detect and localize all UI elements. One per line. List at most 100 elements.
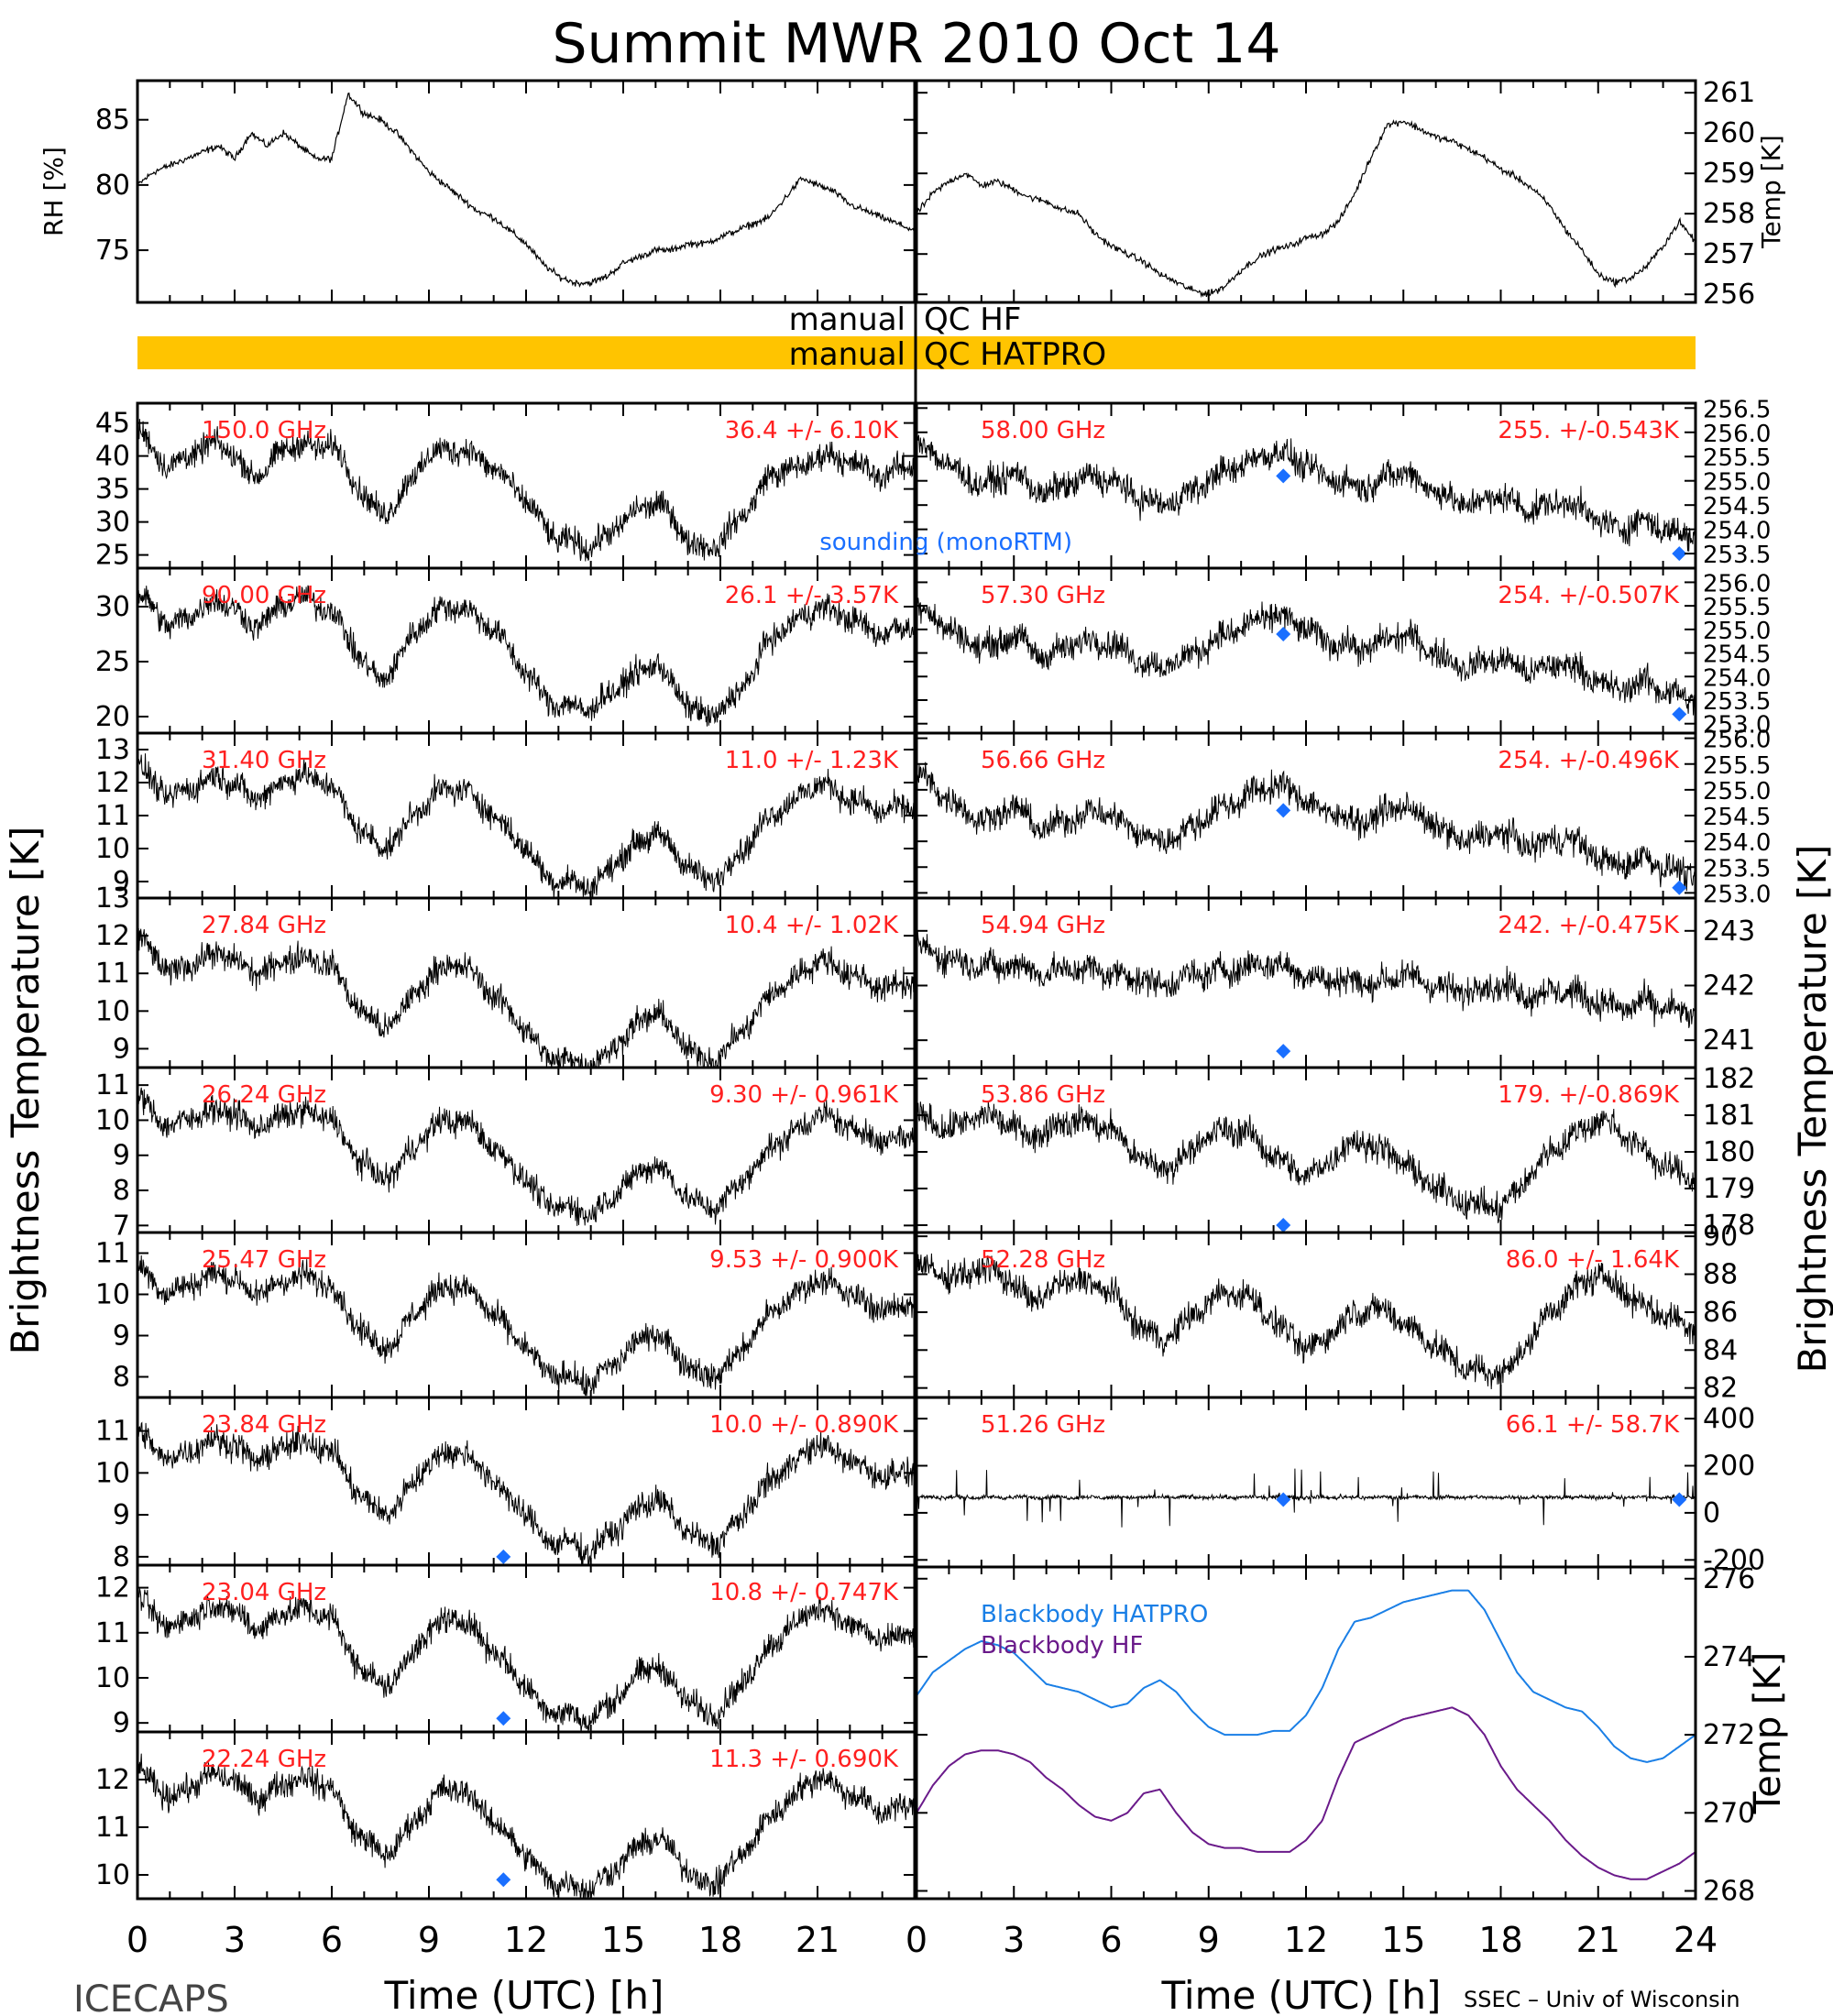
channel-stats-ch-54-94: 242. +/-0.475K: [1498, 912, 1680, 939]
ytick-ch-26: 7: [113, 1210, 130, 1242]
frame-temp: [915, 79, 1697, 304]
ytick-ch-90: 25: [95, 646, 130, 678]
channel-stats-ch-150: 36.4 +/- 6.10K: [725, 417, 899, 444]
series-ch-58-hatpro: [916, 433, 1696, 552]
ytick-ch-27: 9: [113, 1033, 130, 1065]
right-xtick: 9: [1198, 1920, 1220, 1960]
sounding-legend: sounding (monoRTM): [819, 529, 1072, 556]
channel-label-ch-52: 52.28 GHz: [981, 1246, 1105, 1274]
channel-stats-ch-23-04: 10.8 +/- 0.747K: [709, 1579, 899, 1606]
panel-ch-27: 9 10 11 12 13 27.84 GHz 10.4 +/- 1.02K: [95, 882, 916, 1069]
ytick-ch-54-94: 243: [1703, 915, 1755, 948]
sounding-point-ch-56-1: [1672, 880, 1687, 895]
series-ch-25-hf: [137, 1255, 915, 1397]
ytick-ch-51: 200: [1703, 1451, 1755, 1483]
ytick-ch-58: 254.5: [1703, 493, 1771, 520]
legend-blackbody-hf: Blackbody HF: [981, 1632, 1143, 1660]
ytick-ch-53: 178: [1703, 1210, 1755, 1242]
ytick-ch-52: 82: [1703, 1373, 1738, 1405]
series-ch-150-hf: [137, 419, 915, 562]
ytick-rh: 80: [95, 170, 130, 202]
ytick-ch-58: 253.5: [1703, 542, 1771, 569]
channel-label-ch-57-30: 57.30 GHz: [981, 582, 1105, 609]
right-xtick: 6: [1100, 1920, 1122, 1960]
ytick-ch-26: 8: [113, 1175, 130, 1207]
ytick-ch-54-94: 241: [1703, 1024, 1755, 1057]
panel-ch-25: 8 9 10 11 25.47 GHz 9.53 +/- 0.900K: [95, 1231, 916, 1399]
ytick-ch-23-84: 10: [95, 1457, 130, 1489]
channel-stats-ch-57-30: 254. +/-0.507K: [1498, 582, 1680, 609]
ylabel-blackbody: Temp [K]: [1747, 1652, 1789, 1815]
ylabel-temp: Temp [K]: [1756, 135, 1786, 249]
series-ch-90-hf: [137, 585, 915, 727]
ytick-blackbody: 270: [1703, 1797, 1755, 1829]
ytick-ch-22: 12: [95, 1764, 130, 1796]
ytick-ch-52: 84: [1703, 1334, 1738, 1366]
ytick-ch-31: 10: [95, 833, 130, 865]
panel-ch-90: 20 25 30 90.00 GHz 26.1 +/- 3.57K: [95, 566, 916, 735]
series-ch-23-04-hf: [137, 1585, 915, 1732]
ytick-ch-25: 8: [113, 1362, 130, 1394]
ytick-ch-58: 255.5: [1703, 444, 1771, 472]
panel-ch-23-84: 8 9 10 11 23.84 GHz 10.0 +/- 0.890K: [95, 1396, 916, 1573]
series-ch-53-hatpro: [916, 1101, 1696, 1223]
left-xtick: 18: [698, 1920, 742, 1960]
x-axis-label-left: Time (UTC) [h]: [384, 1973, 664, 2016]
sounding-point-ch-23-84-0: [496, 1549, 511, 1564]
left-xtick: 15: [601, 1920, 645, 1960]
ytick-ch-58: 254.0: [1703, 518, 1771, 545]
channel-stats-ch-26: 9.30 +/- 0.961K: [709, 1081, 899, 1109]
channel-label-ch-58: 58.00 GHz: [981, 417, 1105, 444]
sounding-point-ch-58-1: [1672, 546, 1687, 562]
ytick-ch-25: 10: [95, 1279, 130, 1311]
panel-ch-53: 178 179 180 181 182 53.86 GHz 179. +/-0.869K: [915, 1063, 1755, 1242]
ytick-ch-27: 13: [95, 882, 130, 915]
series-ch-23-84-hf: [137, 1421, 915, 1565]
ytick-ch-150: 40: [95, 441, 130, 473]
ytick-ch-22: 10: [95, 1859, 130, 1891]
ytick-ch-57-30: 254.5: [1703, 641, 1771, 669]
ytick-ch-53: 182: [1703, 1063, 1755, 1095]
ytick-ch-58: 256.5: [1703, 396, 1771, 423]
ytick-ch-90: 30: [95, 591, 130, 623]
right-xtick: 0: [906, 1920, 927, 1960]
ytick-ch-57-30: 253.0: [1703, 712, 1771, 740]
ytick-ch-57-30: 255.0: [1703, 618, 1771, 645]
channel-label-ch-27: 27.84 GHz: [202, 912, 326, 939]
ytick-ch-27: 12: [95, 920, 130, 952]
channel-stats-ch-52: 86.0 +/- 1.64K: [1506, 1246, 1680, 1274]
ytick-ch-51: -200: [1703, 1544, 1765, 1576]
series-rh-0: [137, 92, 915, 288]
channel-label-ch-23-84: 23.84 GHz: [202, 1411, 326, 1439]
qc-hatpro-right-label: QC HATPRO: [924, 336, 1106, 373]
ytick-ch-25: 9: [113, 1320, 130, 1353]
series-ch-22-hf: [137, 1753, 915, 1899]
ytick-ch-53: 181: [1703, 1100, 1755, 1132]
channel-stats-ch-22: 11.3 +/- 0.690K: [709, 1746, 899, 1773]
ytick-ch-57-30: 255.5: [1703, 594, 1771, 621]
channel-label-ch-22: 22.24 GHz: [202, 1746, 326, 1773]
channel-stats-ch-25: 9.53 +/- 0.900K: [709, 1246, 899, 1274]
panel-ch-51: -200 0 200 400 51.26 GHz 66.1 +/- 58.7K: [915, 1396, 1765, 1576]
panel-blackbody: 268 270 272 274 276 Temp [K]: [915, 1563, 1789, 1907]
sounding-point-ch-51-0: [1276, 1492, 1291, 1507]
ytick-ch-58: 255.0: [1703, 469, 1771, 497]
figure-title: Summit MWR 2010 Oct 14: [552, 12, 1280, 76]
sounding-point-ch-23-04-0: [496, 1711, 511, 1726]
left-xtick: 12: [504, 1920, 548, 1960]
ytick-ch-27: 11: [95, 958, 130, 990]
sounding-point-ch-54-94-0: [1276, 1044, 1291, 1059]
series-ch-26-hf: [137, 1083, 915, 1226]
ytick-ch-31: 11: [95, 800, 130, 832]
ytick-ch-23-04: 10: [95, 1662, 130, 1694]
left-xtick: 0: [126, 1920, 148, 1960]
ytick-rh: 85: [95, 104, 130, 137]
ytick-ch-23-84: 9: [113, 1499, 130, 1531]
channel-label-ch-150: 150.0 GHz: [202, 417, 326, 444]
right-xtick: 15: [1381, 1920, 1425, 1960]
left-xtick: 21: [796, 1920, 840, 1960]
